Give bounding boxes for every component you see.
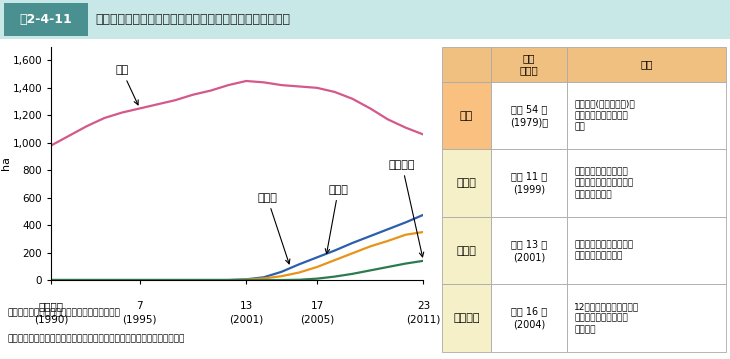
Text: 13: 13	[239, 301, 253, 311]
Text: 23: 23	[417, 301, 430, 311]
Text: 資料：農林水産省「特産果樹生産動態等調査」: 資料：農林水産省「特産果樹生産動態等調査」	[7, 309, 120, 318]
Text: 平成 16 年
(2004): 平成 16 年 (2004)	[511, 307, 548, 330]
Text: (2001): (2001)	[229, 314, 264, 324]
Text: (2005): (2005)	[300, 314, 334, 324]
Text: 風味優良(オレンジ香)、
無核性、剥皮がやや困
難。: 風味優良(オレンジ香)、 無核性、剥皮がやや困 難。	[574, 99, 635, 131]
Bar	[491, 149, 567, 217]
Text: 7: 7	[137, 301, 143, 311]
Text: せとか: せとか	[326, 185, 348, 253]
Bar	[491, 284, 567, 352]
Text: はれひめ: はれひめ	[453, 313, 480, 323]
Text: 清見: 清見	[460, 111, 473, 121]
Text: 図2-4-11: 図2-4-11	[19, 13, 72, 26]
Bar	[567, 47, 726, 82]
Text: 特徴: 特徴	[640, 59, 653, 69]
Bar	[442, 82, 491, 149]
Bar	[567, 82, 726, 149]
Y-axis label: ha: ha	[1, 157, 11, 170]
Bar	[567, 284, 726, 352]
Text: はるみ: はるみ	[457, 178, 477, 188]
Text: はれひめ: はれひめ	[389, 160, 423, 257]
Text: せとか: せとか	[457, 246, 477, 256]
Text: (2011): (2011)	[406, 314, 441, 324]
Bar	[567, 149, 726, 217]
Text: かんきつ類の主な育成品種の栽培面積の推移と品種の特徴: かんきつ類の主な育成品種の栽培面積の推移と品種の特徴	[95, 13, 290, 26]
Text: (1995): (1995)	[123, 314, 157, 324]
Text: 注：＊清見は品種登録制度創設前の育成品種であるため、育成年を記載。: 注：＊清見は品種登録制度創設前の育成品種であるため、育成年を記載。	[7, 334, 185, 343]
Bar	[4, 3, 88, 36]
Bar	[442, 47, 491, 82]
Bar	[491, 217, 567, 284]
Bar	[442, 217, 491, 284]
Text: 外観美麗、剥皮が容易、
食味良好、無核性。: 外観美麗、剥皮が容易、 食味良好、無核性。	[574, 240, 633, 261]
Bar	[567, 217, 726, 284]
Text: 品種
登録年: 品種 登録年	[520, 53, 539, 75]
Bar	[442, 284, 491, 352]
Bar	[491, 82, 567, 149]
Text: 平成 13 年
(2001): 平成 13 年 (2001)	[511, 239, 548, 262]
Bar	[491, 47, 567, 82]
Text: (1990): (1990)	[34, 314, 69, 324]
Text: 12月収穫、剥皮が容易、
オレンジ様の風味、食
味良好。: 12月収穫、剥皮が容易、 オレンジ様の風味、食 味良好。	[574, 302, 639, 334]
Text: はるみ: はるみ	[258, 193, 290, 264]
Text: 剥皮が容易、じょうの
う膜が薄い、食味良好、
隔年結果性強。: 剥皮が容易、じょうの う膜が薄い、食味良好、 隔年結果性強。	[574, 167, 633, 199]
Text: 清見: 清見	[115, 65, 138, 105]
Text: 17: 17	[310, 301, 323, 311]
Text: 昭和 54 年
(1979)＊: 昭和 54 年 (1979)＊	[510, 104, 548, 127]
Text: 平成 11 年
(1999): 平成 11 年 (1999)	[511, 172, 548, 195]
Bar	[442, 149, 491, 217]
Text: 平成２年: 平成２年	[39, 301, 64, 311]
